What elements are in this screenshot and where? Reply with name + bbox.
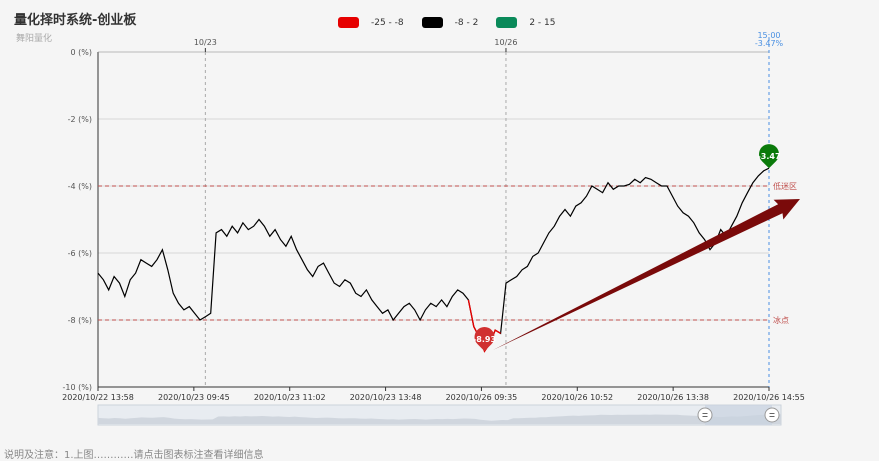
legend-label-high: 2 - 15 (529, 17, 556, 28)
legend-item-low[interactable]: -25 - -8 (338, 17, 404, 28)
day-label: 10/26 (494, 38, 517, 47)
mark-line-label: 低迷区 (773, 181, 797, 191)
chart-title: 量化择时系统-创业板 (14, 13, 137, 28)
min-point-label: -8.93 (473, 335, 496, 344)
trend-arrow (493, 199, 800, 350)
last-point-pin[interactable] (759, 144, 779, 169)
footnote-text: 说明及注意：1.上图…………请点击图表标注查看详细信息 (4, 450, 264, 461)
cursor-time-label: 15:00 (757, 31, 780, 40)
chart-subtitle: 舞阳量化 (16, 34, 53, 44)
x-tick-label: 2020/10/23 09:45 (158, 393, 230, 402)
zoom-slider-preview (98, 414, 781, 424)
day-label: 10/23 (194, 38, 217, 47)
cursor-value-label: -3.47% (755, 39, 784, 48)
min-point-pin[interactable] (474, 327, 495, 352)
y-tick-label: 0 (%) (71, 48, 92, 57)
y-tick-label: -4 (%) (68, 182, 92, 191)
x-tick-label: 2020/10/22 13:58 (62, 393, 134, 402)
x-tick-label: 2020/10/26 10:52 (541, 393, 613, 402)
zoom-handle-left[interactable] (697, 407, 713, 423)
legend-label-mid: -8 - 2 (454, 17, 479, 28)
legend-swatch-mid (421, 17, 443, 28)
last-point-label: -3.47 (757, 152, 780, 161)
x-tick-label: 2020/10/23 11:02 (254, 393, 326, 402)
line-chart: 0 (%) -2 (%) -4 (%) -6 (%) -8 (%) -10 (%) 10/2… (62, 31, 805, 426)
x-tick-label: 2020/10/23 13:48 (350, 393, 422, 402)
zoom-slider-selection[interactable] (705, 405, 772, 425)
legend-item-mid[interactable]: -8 - 2 (421, 17, 479, 28)
zoom-handle-right[interactable] (764, 407, 780, 423)
y-tick-label: -6 (%) (68, 249, 92, 258)
y-tick-label: -8 (%) (68, 316, 92, 325)
x-tick-label: 2020/10/26 14:55 (733, 393, 805, 402)
mark-line-label: 冰点 (773, 315, 789, 325)
x-tick-label: 2020/10/26 13:38 (637, 393, 709, 402)
y-tick-label: -10 (%) (63, 383, 92, 392)
legend-item-high[interactable]: 2 - 15 (496, 17, 555, 28)
series-line-red-segment (467, 299, 501, 353)
y-tick-label: -2 (%) (68, 115, 92, 124)
series-line (97, 167, 770, 353)
legend-label-low: -25 - -8 (371, 17, 404, 28)
x-tick-label: 2020/10/26 09:35 (446, 393, 518, 402)
legend: -25 - -8 -8 - 2 2 - 15 (338, 17, 573, 28)
legend-swatch-high (496, 17, 518, 28)
legend-swatch-low (338, 17, 359, 28)
